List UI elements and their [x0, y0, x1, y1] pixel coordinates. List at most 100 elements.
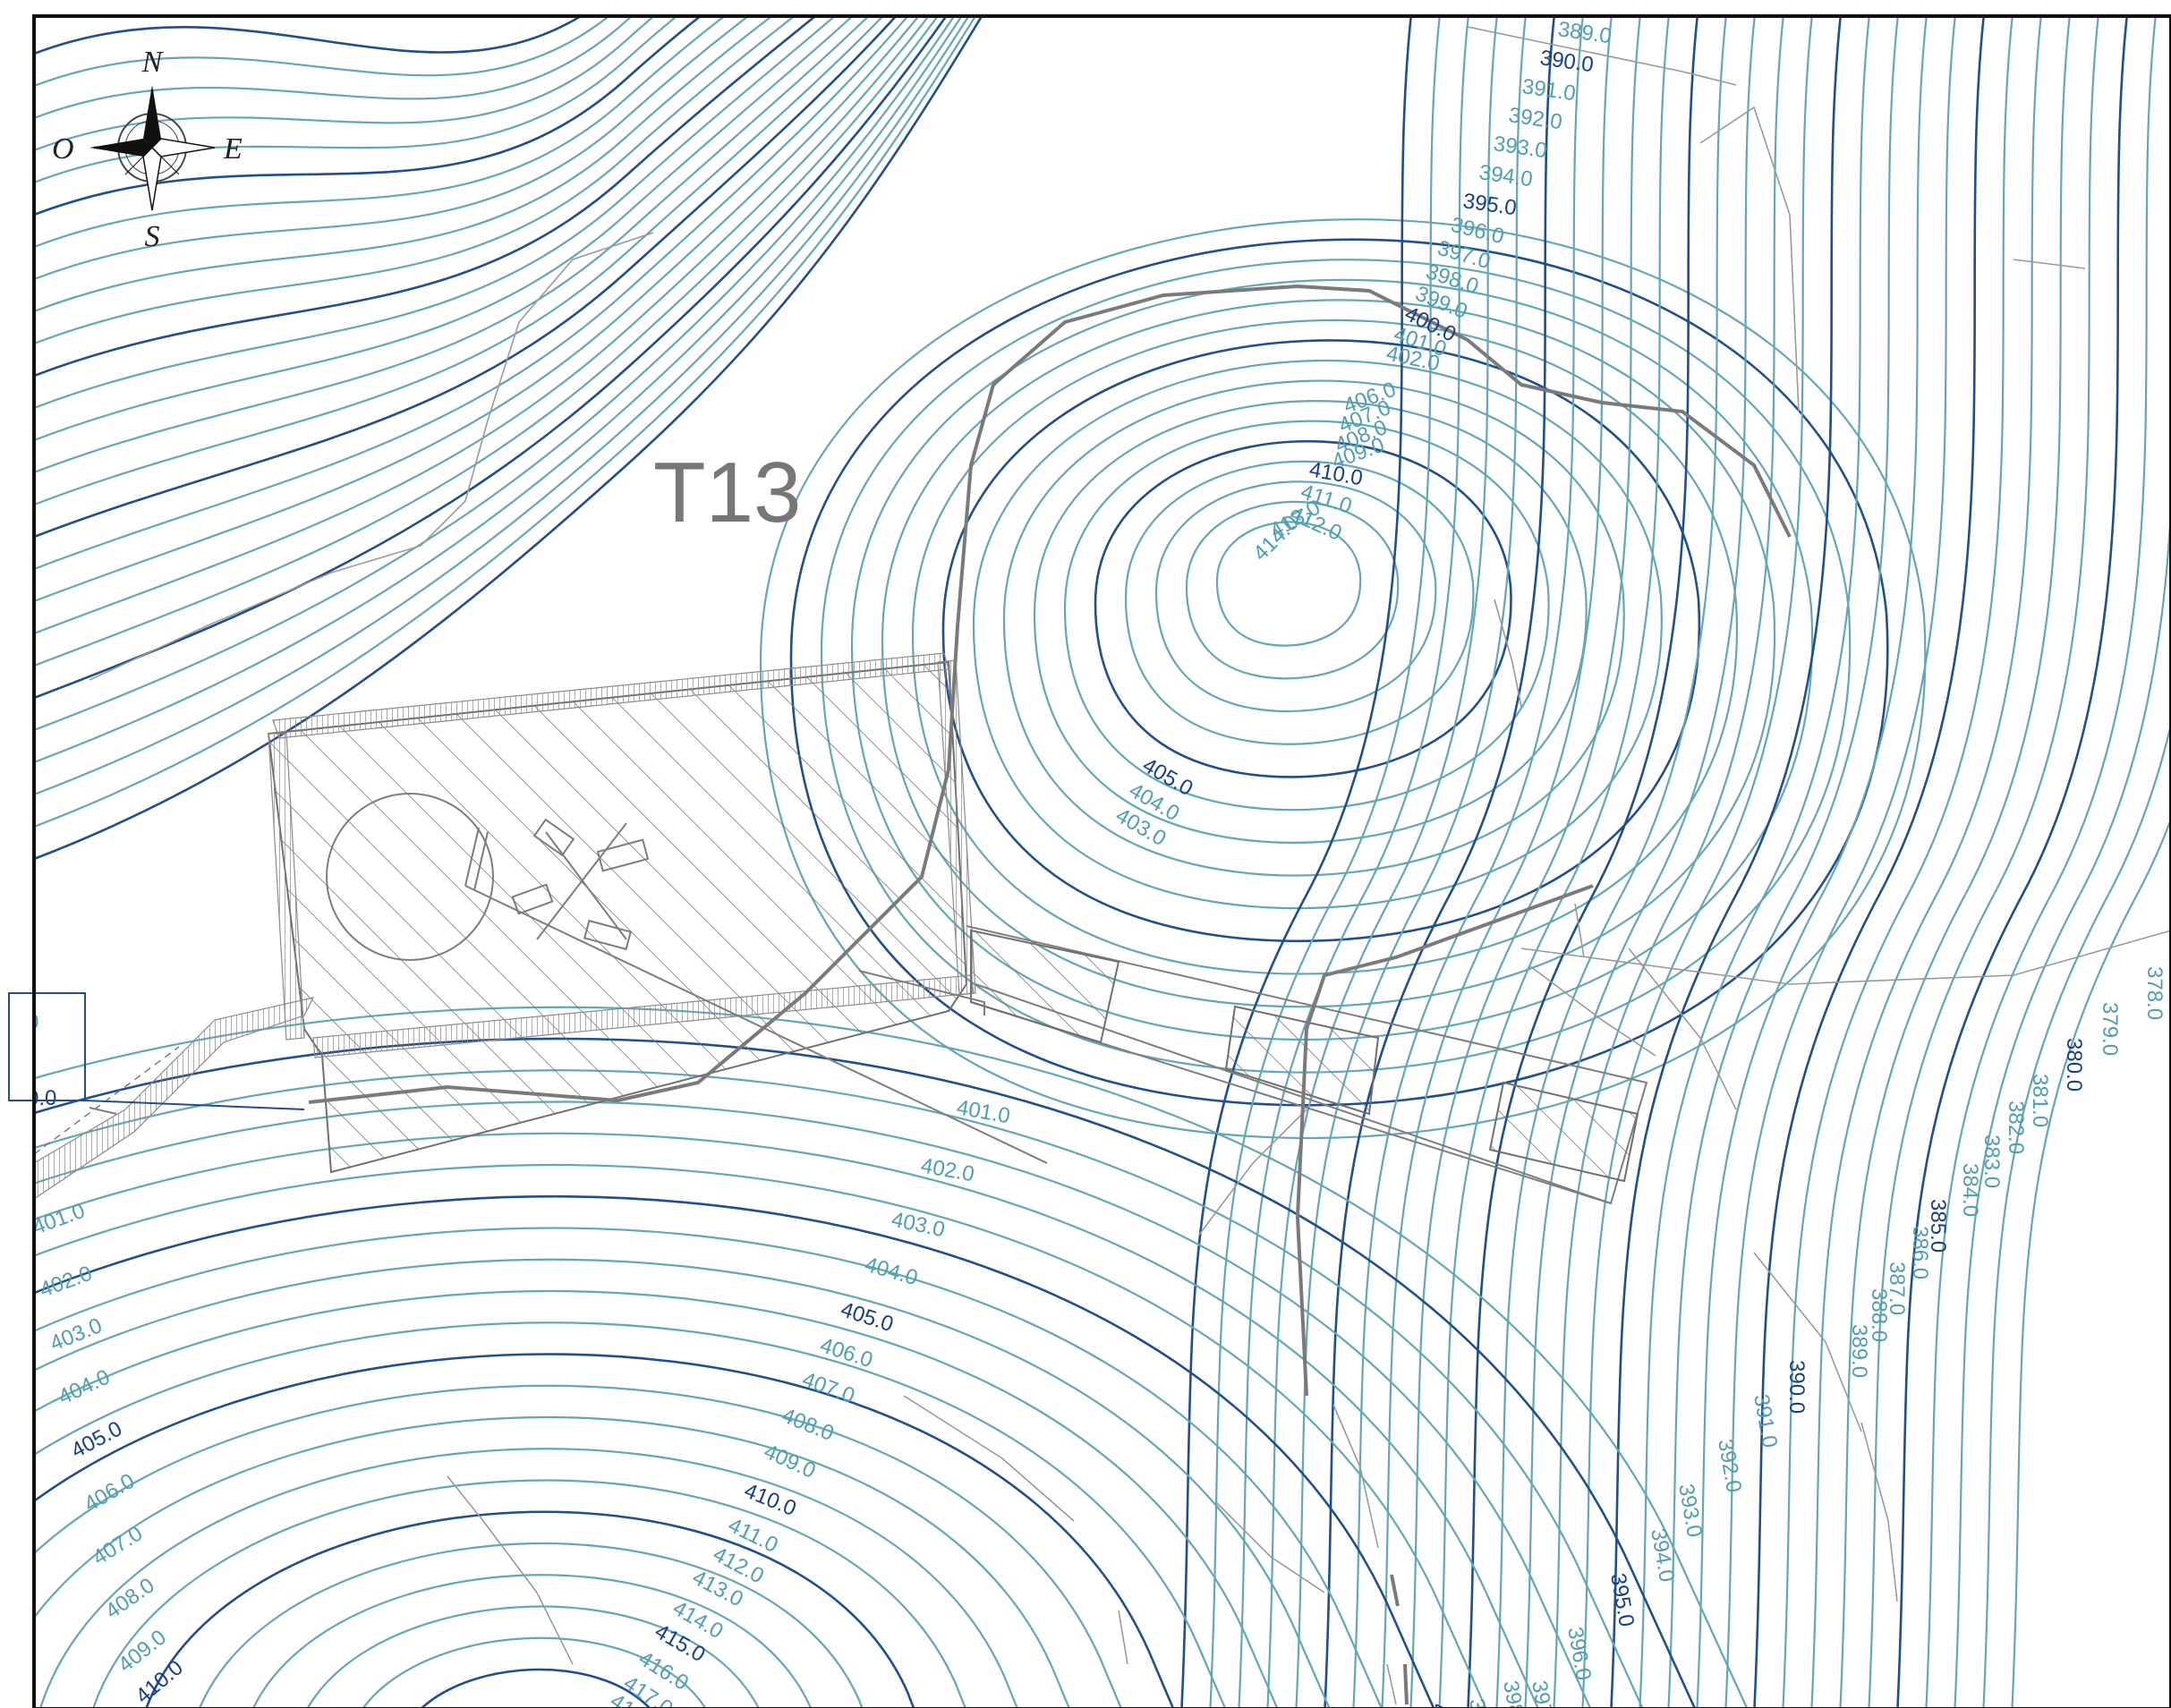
contour-northwest	[34, 16, 930, 635]
contour-label: 396.0	[1562, 1625, 1596, 1682]
contour-summit	[759, 218, 1927, 1140]
contour-label: 391.0	[1749, 1392, 1782, 1449]
contour-east	[1352, 16, 1584, 1708]
compass-south: S	[145, 220, 160, 253]
site-label: T13	[653, 445, 801, 540]
contour-northwest	[34, 16, 634, 120]
contour-south	[145, 1510, 915, 1708]
contour-northwest	[34, 16, 920, 603]
contour-south	[252, 1574, 813, 1708]
contour-label: 404.0	[55, 1365, 114, 1410]
contour-south	[306, 1605, 760, 1708]
contour-east	[1639, 16, 1870, 1708]
contour-northwest	[34, 16, 956, 732]
contour-east	[1868, 16, 2099, 1708]
track-line	[308, 284, 1792, 1104]
compass-north: N	[141, 46, 165, 79]
contour-label: 407.0	[89, 1521, 147, 1570]
contour-summit	[1215, 521, 1362, 647]
contour-label: 385.0	[1926, 1199, 1950, 1253]
contour-summit	[1154, 480, 1437, 713]
contour-east	[1495, 16, 1727, 1708]
contour-east	[2011, 816, 2171, 1708]
contour-northwest	[34, 16, 909, 571]
contour-northwest	[34, 16, 963, 764]
contour-label: 409.0	[761, 1440, 820, 1483]
contour-northwest	[34, 16, 970, 796]
contour-label: 403.0	[890, 1207, 947, 1242]
contour-south	[34, 1258, 1331, 1708]
compass-west: O	[52, 132, 74, 166]
contour-east	[1982, 719, 2171, 1708]
contour-northwest	[34, 16, 656, 152]
contour-label: 390.0	[1538, 46, 1595, 77]
contour-label: 400.0	[1426, 1701, 1460, 1708]
contour-label: 402.0	[919, 1153, 976, 1186]
contour-east	[1753, 16, 1986, 1708]
contour-northwest	[34, 16, 611, 88]
contour-label: 406.0	[817, 1333, 875, 1372]
contour-northwest	[34, 16, 940, 667]
contour-label: 406.0	[81, 1469, 140, 1517]
left-inset-frame	[8, 992, 305, 1110]
contour-east	[1696, 16, 1928, 1708]
contour-label: 389.0	[1847, 1324, 1871, 1378]
contour-label: 381.0	[2028, 1074, 2052, 1127]
contour-label: 386.0	[1908, 1226, 1932, 1279]
contour-northwest	[34, 16, 583, 55]
contour-label: 392.0	[1507, 103, 1563, 134]
contour-label: 401.0	[30, 1199, 89, 1240]
contour-east	[1810, 16, 2042, 1708]
contour-label: 393.0	[1673, 1482, 1707, 1539]
contour-label: 404.0	[862, 1253, 920, 1291]
contour-south	[92, 1479, 966, 1708]
contour-label: 394.0	[1477, 160, 1534, 191]
contour-summit	[1124, 460, 1475, 745]
contour-label: 395.0	[1605, 1571, 1639, 1628]
contour-label: 0.0	[27, 1086, 56, 1110]
contour-label: 408.0	[779, 1404, 838, 1447]
contour-northwest	[34, 16, 855, 442]
contour-label: 383.0	[1979, 1134, 2004, 1188]
contour-summit	[911, 319, 1739, 975]
contour-east	[1954, 491, 2171, 1708]
contour-label: 393.0	[1492, 132, 1548, 163]
contour-east	[1667, 16, 1899, 1708]
contour-summit	[1002, 379, 1625, 877]
contour-summit	[881, 299, 1776, 1008]
contour-east	[1610, 16, 1843, 1708]
contour-label: 388.0	[1867, 1288, 1891, 1342]
contour-label: 390.0	[1784, 1360, 1809, 1414]
contour-summit	[972, 359, 1663, 910]
contour-northwest	[34, 16, 702, 217]
contour-east	[1553, 16, 1784, 1708]
compass-east: E	[223, 132, 243, 166]
contour-northwest	[34, 16, 837, 410]
contour-summit	[1094, 440, 1512, 778]
contour-south	[199, 1542, 864, 1708]
contour-east	[1266, 16, 1498, 1708]
contour-label: 403.0	[47, 1313, 106, 1356]
contour-label: 0	[27, 1010, 38, 1034]
contour-south	[34, 1100, 1592, 1708]
contour-label: 379.0	[2098, 1002, 2122, 1056]
contour-northwest	[34, 16, 871, 474]
contour-east	[1524, 16, 1756, 1708]
map-frame	[32, 14, 2171, 1708]
contour-label: 378.0	[2142, 966, 2167, 1020]
contour-south	[34, 1384, 1122, 1708]
contour-south	[34, 1195, 1435, 1708]
contour-label: 392.0	[1713, 1437, 1746, 1494]
contour-label: 410.0	[741, 1479, 800, 1522]
contour-east	[1180, 16, 1413, 1708]
contour-label: 407.0	[799, 1367, 858, 1408]
wind-turbine-platform	[267, 652, 1048, 1174]
contour-east	[1896, 16, 2129, 1708]
contour-east	[1724, 16, 1956, 1708]
contour-south	[34, 1037, 1697, 1708]
contour-label: 405.0	[838, 1297, 896, 1337]
contour-south	[362, 1636, 707, 1708]
contour-south	[34, 1416, 1070, 1708]
contour-east	[1381, 16, 1613, 1708]
contour-east	[1839, 16, 2071, 1708]
